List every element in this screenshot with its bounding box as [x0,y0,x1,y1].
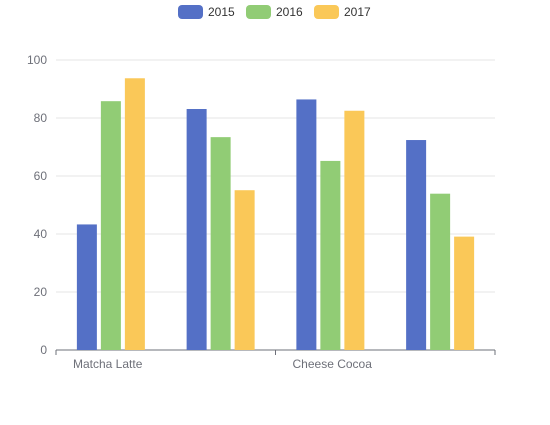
y-tick-label: 80 [34,111,48,125]
x-tick-label: Cheese Cocoa [293,357,373,371]
bar-2017[interactable] [124,78,145,351]
bar-2016[interactable] [100,101,121,351]
y-tick-label: 0 [40,343,47,357]
bar-2016[interactable] [320,160,341,350]
y-axis: 0 20 40 60 80 100 [27,53,47,357]
legend-label[interactable]: 2016 [276,5,303,19]
y-tick-label: 40 [34,227,48,241]
legend-label[interactable]: 2017 [344,5,371,19]
bar-2016[interactable] [210,137,231,350]
x-axis: Matcha Latte Cheese Cocoa [55,349,496,371]
grid-lines [56,59,495,293]
y-tick-label: 20 [34,285,48,299]
legend: 2015 2016 2017 [178,5,371,19]
bar-2017[interactable] [234,190,255,350]
bar-2017[interactable] [344,110,365,350]
bar-2015[interactable] [406,140,427,350]
bar-2015[interactable] [76,224,97,350]
legend-swatch[interactable] [314,5,339,19]
legend-swatch[interactable] [178,5,203,19]
bar-2016[interactable] [430,193,451,350]
legend-label[interactable]: 2015 [208,5,235,19]
bar-2015[interactable] [186,109,207,350]
legend-swatch[interactable] [246,5,271,19]
bar-2015[interactable] [296,99,317,350]
y-tick-label: 60 [34,169,48,183]
bars [76,78,475,351]
bar-2017[interactable] [454,236,475,350]
x-tick-label: Matcha Latte [73,357,143,371]
y-tick-label: 100 [27,53,47,67]
